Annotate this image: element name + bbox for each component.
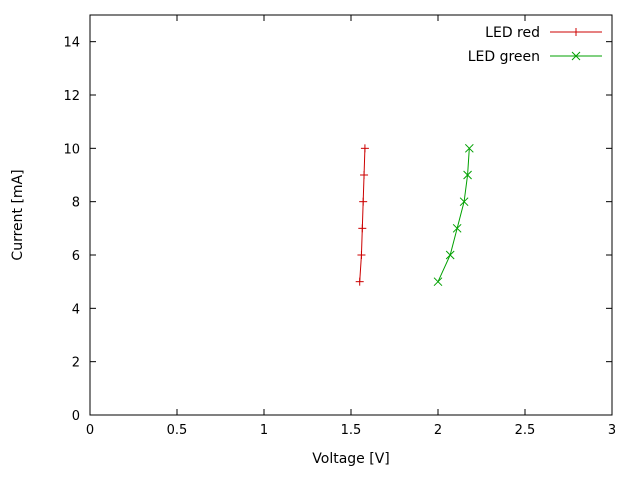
x-tick-label: 1 [260, 423, 268, 438]
marker-cross [452, 223, 462, 233]
legend-label-led-green: LED green [468, 49, 540, 65]
y-tick-label: 2 [72, 356, 80, 371]
marker-cross [463, 170, 472, 180]
y-tick-label: 14 [63, 36, 80, 51]
x-tick-label: 2 [434, 423, 442, 438]
x-tick-label: 1.5 [341, 423, 362, 438]
x-tick-label: 3 [608, 423, 616, 438]
y-tick-label: 10 [63, 142, 80, 157]
legend-label-led-red: LED red [485, 25, 540, 41]
y-tick-label: 4 [72, 302, 80, 317]
marker-cross [571, 51, 581, 61]
y-tick-label: 6 [72, 249, 80, 264]
plot-border [89, 14, 613, 416]
y-axis-label: Current [mA] [10, 169, 26, 260]
y-tick-label: 0 [72, 409, 80, 424]
series-line-led-green [437, 148, 470, 282]
x-axis-label: Voltage [V] [312, 451, 389, 467]
x-tick-label: 0.5 [167, 423, 188, 438]
marker-cross [445, 250, 455, 260]
series-line-led-red [359, 148, 366, 282]
marker-cross [459, 197, 469, 207]
marker-cross [433, 277, 443, 287]
y-tick-label: 12 [63, 89, 80, 104]
x-tick-label: 2.5 [515, 423, 536, 438]
y-tick-label: 8 [72, 196, 80, 211]
x-tick-label: 0 [86, 423, 94, 438]
marker-cross [464, 143, 474, 153]
